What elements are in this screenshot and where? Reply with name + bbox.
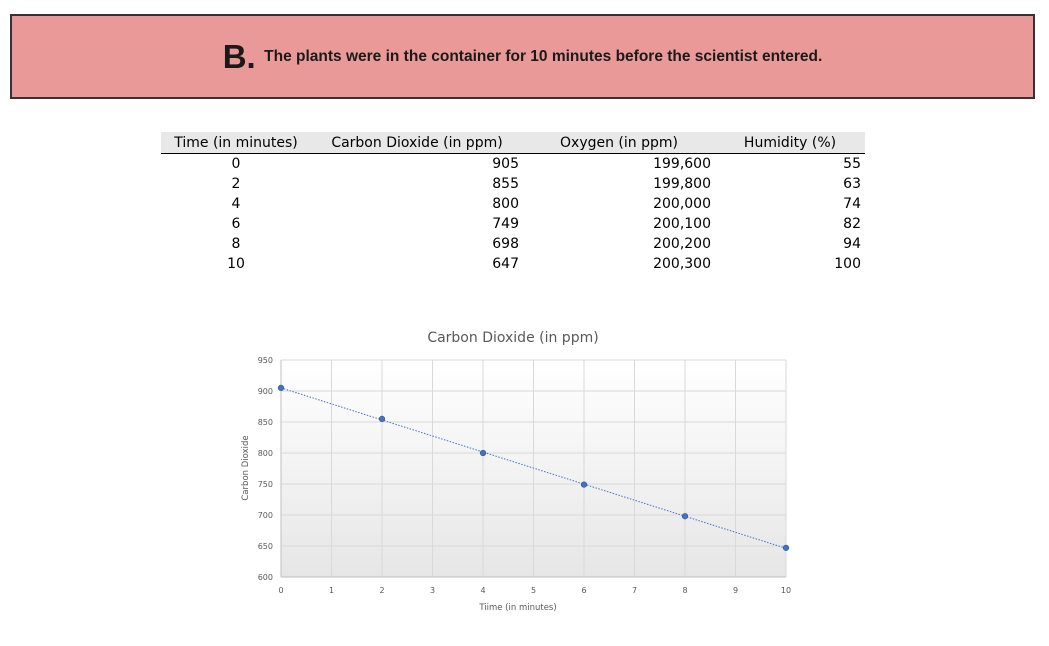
- chart-title: Carbon Dioxide (in ppm): [427, 330, 598, 346]
- cell-carbon-dioxide: 647: [492, 256, 519, 272]
- cell-humidity: 74: [843, 196, 861, 212]
- y-tick-label: 900: [258, 387, 273, 396]
- cell-time: 6: [231, 216, 241, 232]
- axes: [280, 360, 786, 578]
- x-tick-label: 6: [581, 586, 586, 595]
- y-tick-labels: 600 650 700 750 800 850 900 950: [258, 356, 273, 582]
- y-tick-label: 850: [258, 418, 273, 427]
- table-row: 10 647 200,300 100: [161, 254, 865, 274]
- table-row: 4 800 200,000 74: [161, 194, 865, 214]
- x-tick-label: 3: [430, 586, 435, 595]
- cell-oxygen: 200,000: [653, 196, 711, 212]
- x-axis-label: Tiime (in minutes): [478, 603, 556, 613]
- x-tick-label: 1: [329, 586, 334, 595]
- y-tick-label: 950: [258, 356, 273, 365]
- x-tick-label: 9: [733, 586, 738, 595]
- cell-time: 4: [231, 196, 241, 212]
- y-tick-label: 650: [258, 542, 273, 551]
- trendline: [280, 387, 787, 549]
- banner-letter: B.: [222, 38, 256, 75]
- y-tick-label: 800: [258, 449, 273, 458]
- cell-carbon-dioxide: 749: [492, 216, 519, 232]
- question-banner: B. The plants were in the container for …: [10, 14, 1035, 99]
- data-point: [277, 384, 285, 391]
- table-row: 8 698 200,200 94: [161, 234, 865, 254]
- cell-humidity: 94: [843, 236, 861, 252]
- cell-oxygen: 199,600: [653, 156, 711, 172]
- header-humidity: Humidity (%): [715, 132, 865, 154]
- x-tick-label: 8: [682, 586, 687, 595]
- cell-oxygen: 200,300: [653, 256, 711, 272]
- cell-humidity: 63: [843, 176, 861, 192]
- trendline-line: [280, 387, 787, 549]
- x-tick-label: 0: [278, 586, 283, 595]
- table-row: 0 905 199,600 55: [161, 154, 865, 175]
- cell-time: 10: [227, 256, 245, 272]
- y-axis-label: Carbon Dioxide: [241, 435, 251, 500]
- cell-time: 0: [231, 156, 241, 172]
- cell-time: 8: [231, 236, 241, 252]
- banner-sentence: The plants were in the container for 10 …: [264, 48, 823, 65]
- table-header-row: Time (in minutes) Carbon Dioxide (in ppm…: [161, 132, 865, 154]
- banner-text: B. The plants were in the container for …: [12, 38, 1033, 76]
- cell-carbon-dioxide: 905: [492, 156, 519, 172]
- cell-time: 2: [231, 176, 241, 192]
- co2-chart-svg: Carbon Dioxide (in ppm) 6006507007508008…: [228, 320, 800, 622]
- data-table: Time (in minutes) Carbon Dioxide (in ppm…: [161, 132, 865, 274]
- cell-oxygen: 200,200: [653, 236, 711, 252]
- header-time: Time (in minutes): [161, 132, 311, 154]
- data-point: [580, 481, 588, 488]
- cell-humidity: 100: [834, 256, 861, 272]
- x-tick-label: 2: [379, 586, 384, 595]
- data-point: [782, 544, 790, 551]
- x-tick-label: 4: [480, 586, 485, 595]
- y-tick-label: 750: [258, 480, 273, 489]
- x-tick-label: 7: [632, 586, 637, 595]
- co2-chart: Carbon Dioxide (in ppm) 600 650 700 750 800 8…: [228, 320, 800, 622]
- cell-carbon-dioxide: 855: [492, 176, 519, 192]
- header-oxygen: Oxygen (in ppm): [523, 132, 715, 154]
- data-points: [277, 384, 790, 551]
- cell-oxygen: 199,800: [653, 176, 711, 192]
- x-tick-labels: 0 1 2 3 4 5 6 7 8 9 10: [278, 586, 791, 595]
- table-row: 2 855 199,800 63: [161, 174, 865, 194]
- cell-carbon-dioxide: 800: [492, 196, 519, 212]
- cell-humidity: 82: [843, 216, 861, 232]
- data-point: [681, 513, 689, 520]
- cell-oxygen: 200,100: [653, 216, 711, 232]
- cell-humidity: 55: [843, 156, 861, 172]
- table-row: 6 749 200,100 82: [161, 214, 865, 234]
- data-point: [479, 449, 487, 457]
- y-tick-label: 600: [258, 573, 273, 582]
- x-tick-label: 10: [781, 586, 791, 595]
- x-tick-label: 5: [531, 586, 536, 595]
- data-point: [378, 415, 386, 422]
- header-carbon-dioxide: Carbon Dioxide (in ppm): [311, 132, 523, 154]
- y-tick-label: 700: [258, 511, 273, 520]
- cell-carbon-dioxide: 698: [492, 236, 519, 252]
